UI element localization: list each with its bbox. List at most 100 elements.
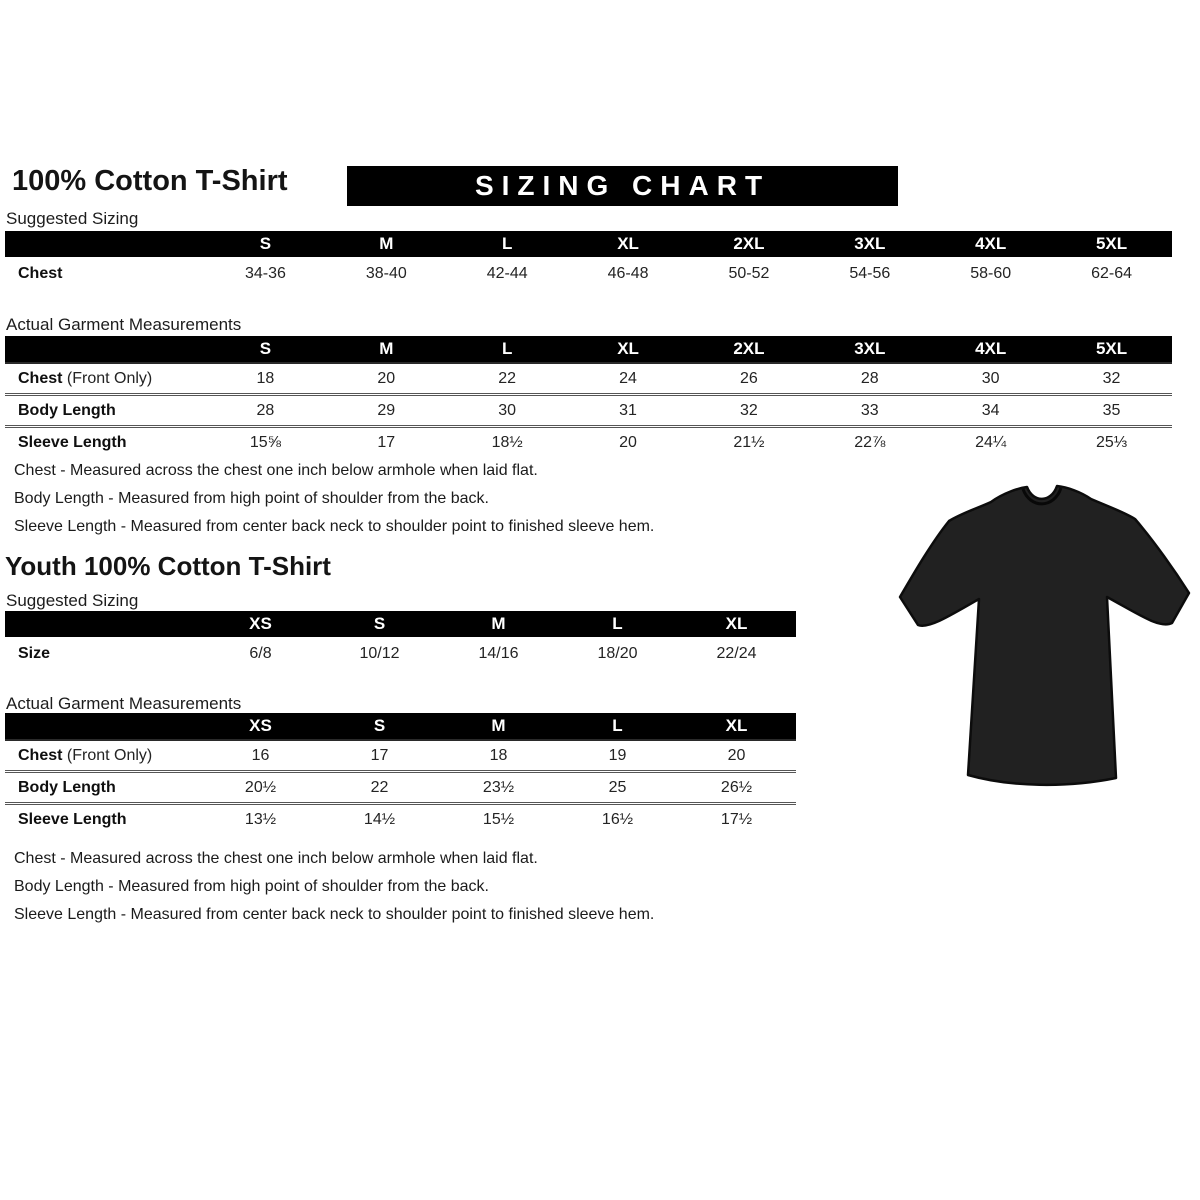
youth-measurement-notes: Chest - Measured across the chest one in… [14, 845, 654, 929]
measurement-value: 33 [809, 393, 931, 427]
measurement-value: 30 [930, 362, 1052, 395]
measurement-value: 15⅝ [205, 425, 326, 457]
measurement-value: 50-52 [728, 265, 770, 282]
row-label-note: (Front Only) [62, 746, 153, 764]
table-row: Size 6/8 10/12 14/16 18/20 22/24 [5, 637, 796, 671]
size-column-header: M [439, 611, 558, 637]
size-column-header: 3XL [809, 231, 931, 257]
sizing-chart-banner-text: SIZING CHART [474, 170, 771, 201]
row-label: Body Length [5, 770, 201, 804]
row-label: Size [18, 645, 51, 662]
adult-note-body-length: Body Length - Measured from high point o… [14, 490, 489, 507]
measurement-value: 35 [1051, 393, 1172, 427]
size-column-header: XL [567, 231, 689, 257]
adult-note-chest: Chest - Measured across the chest one in… [14, 462, 538, 479]
size-column-header: 5XL [1051, 231, 1172, 257]
table-row: Chest 34-36 38-40 42-44 46-48 50-52 54-56 58-60… [5, 257, 1172, 291]
measurement-value: 20½ [201, 770, 320, 804]
table-row: Chest (Front Only) 16 17 18 19 20 [5, 739, 796, 772]
measurement-value: 30 [446, 393, 568, 427]
size-column-header: 2XL [688, 336, 810, 363]
measurement-value: 25 [558, 770, 677, 804]
table-row: Chest (Front Only) 18 20 22 24 26 28 30 32 [5, 362, 1172, 395]
size-column-header: S [320, 713, 439, 740]
table-row: Sleeve Length 15⅝ 17 18½ 20 21½ 22⅞ 24¼ 25⅓ [5, 425, 1172, 457]
tshirt-collar [1021, 487, 1063, 506]
adult-suggested-sizing-table: S M L XL 2XL 3XL 4XL 5XL Chest 34-36 38-40 42-44 46-… [5, 231, 1172, 291]
measurement-value: 24 [567, 362, 689, 395]
measurement-value: 16½ [558, 802, 677, 834]
adult-note-sleeve-length: Sleeve Length - Measured from center bac… [14, 518, 655, 535]
size-column-header: L [558, 611, 677, 637]
measurement-value: 13½ [201, 802, 320, 834]
measurement-value: 14/16 [478, 645, 519, 662]
size-column-header: XS [201, 611, 320, 637]
measurement-value: 58-60 [970, 265, 1012, 282]
size-column-header: 5XL [1051, 336, 1172, 363]
measurement-value: 20 [325, 362, 447, 395]
adult-section-title: 100% Cotton T-Shirt [12, 165, 288, 197]
size-column-header: XS [201, 713, 320, 740]
size-column-header: S [205, 231, 326, 257]
measurement-value: 23½ [439, 770, 558, 804]
size-column-header: 4XL [930, 336, 1052, 363]
size-column-header: L [446, 231, 568, 257]
table-corner-cell [5, 336, 205, 363]
table-row: Body Length 28 29 30 31 32 33 34 35 [5, 393, 1172, 427]
measurement-value: 28 [205, 393, 326, 427]
measurement-value: 18/20 [597, 645, 638, 662]
measurement-value: 20 [567, 425, 689, 457]
size-column-header: M [439, 713, 558, 740]
measurement-value: 38-40 [365, 265, 407, 282]
measurement-value: 18 [439, 739, 558, 772]
youth-note-body-length: Body Length - Measured from high point o… [14, 878, 489, 895]
measurement-value: 17 [320, 739, 439, 772]
size-column-header: S [205, 336, 326, 363]
table-row: Body Length 20½ 22 23½ 25 26½ [5, 770, 796, 804]
row-label: Sleeve Length [5, 425, 205, 457]
measurement-value: 24¼ [930, 425, 1052, 457]
youth-note-sleeve-length: Sleeve Length - Measured from center bac… [14, 906, 655, 923]
row-label: Sleeve Length [5, 802, 201, 834]
size-column-header: L [558, 713, 677, 740]
youth-section-title: Youth 100% Cotton T-Shirt [5, 551, 331, 581]
size-column-header: M [325, 336, 447, 363]
measurement-value: 22⅞ [809, 425, 931, 457]
adult-suggested-sizing-label: Suggested Sizing [6, 209, 139, 228]
measurement-value: 54-56 [849, 265, 891, 282]
row-label: Chest (Front Only) [5, 739, 201, 772]
measurement-value: 18 [205, 362, 326, 395]
measurement-value: 26 [688, 362, 810, 395]
measurement-value: 31 [567, 393, 689, 427]
measurement-value: 14½ [320, 802, 439, 834]
table-corner-cell [5, 231, 205, 257]
measurement-value: 20 [677, 739, 796, 772]
size-column-header: 2XL [688, 231, 810, 257]
measurement-value: 62-64 [1091, 265, 1133, 282]
adult-measurement-notes: Chest - Measured across the chest one in… [14, 457, 654, 541]
table-corner-cell [5, 713, 201, 740]
measurement-value: 19 [558, 739, 677, 772]
measurement-value: 28 [809, 362, 931, 395]
measurement-value: 17½ [677, 802, 796, 834]
measurement-value: 32 [1051, 362, 1172, 395]
row-label: Chest (Front Only) [5, 362, 205, 395]
youth-actual-measurements-label: Actual Garment Measurements [6, 694, 242, 713]
measurement-value: 22 [446, 362, 568, 395]
size-column-header: M [325, 231, 447, 257]
measurement-value: 17 [325, 425, 447, 457]
youth-note-chest: Chest - Measured across the chest one in… [14, 850, 538, 867]
measurement-value: 34 [930, 393, 1052, 427]
measurement-value: 15½ [439, 802, 558, 834]
measurement-value: 22/24 [716, 645, 757, 662]
size-column-header: 3XL [809, 336, 931, 363]
measurement-value: 22 [320, 770, 439, 804]
measurement-value: 25⅓ [1051, 425, 1172, 457]
measurement-value: 29 [325, 393, 447, 427]
table-corner-cell [5, 611, 201, 637]
adult-actual-measurements-label: Actual Garment Measurements [6, 315, 242, 334]
measurement-value: 34-36 [244, 265, 286, 282]
black-tshirt-image [898, 484, 1191, 787]
adult-actual-measurements-table: S M L XL 2XL 3XL 4XL 5XL Chest (Front Only) 18 20 2… [5, 336, 1172, 457]
tshirt-silhouette [898, 484, 1191, 787]
